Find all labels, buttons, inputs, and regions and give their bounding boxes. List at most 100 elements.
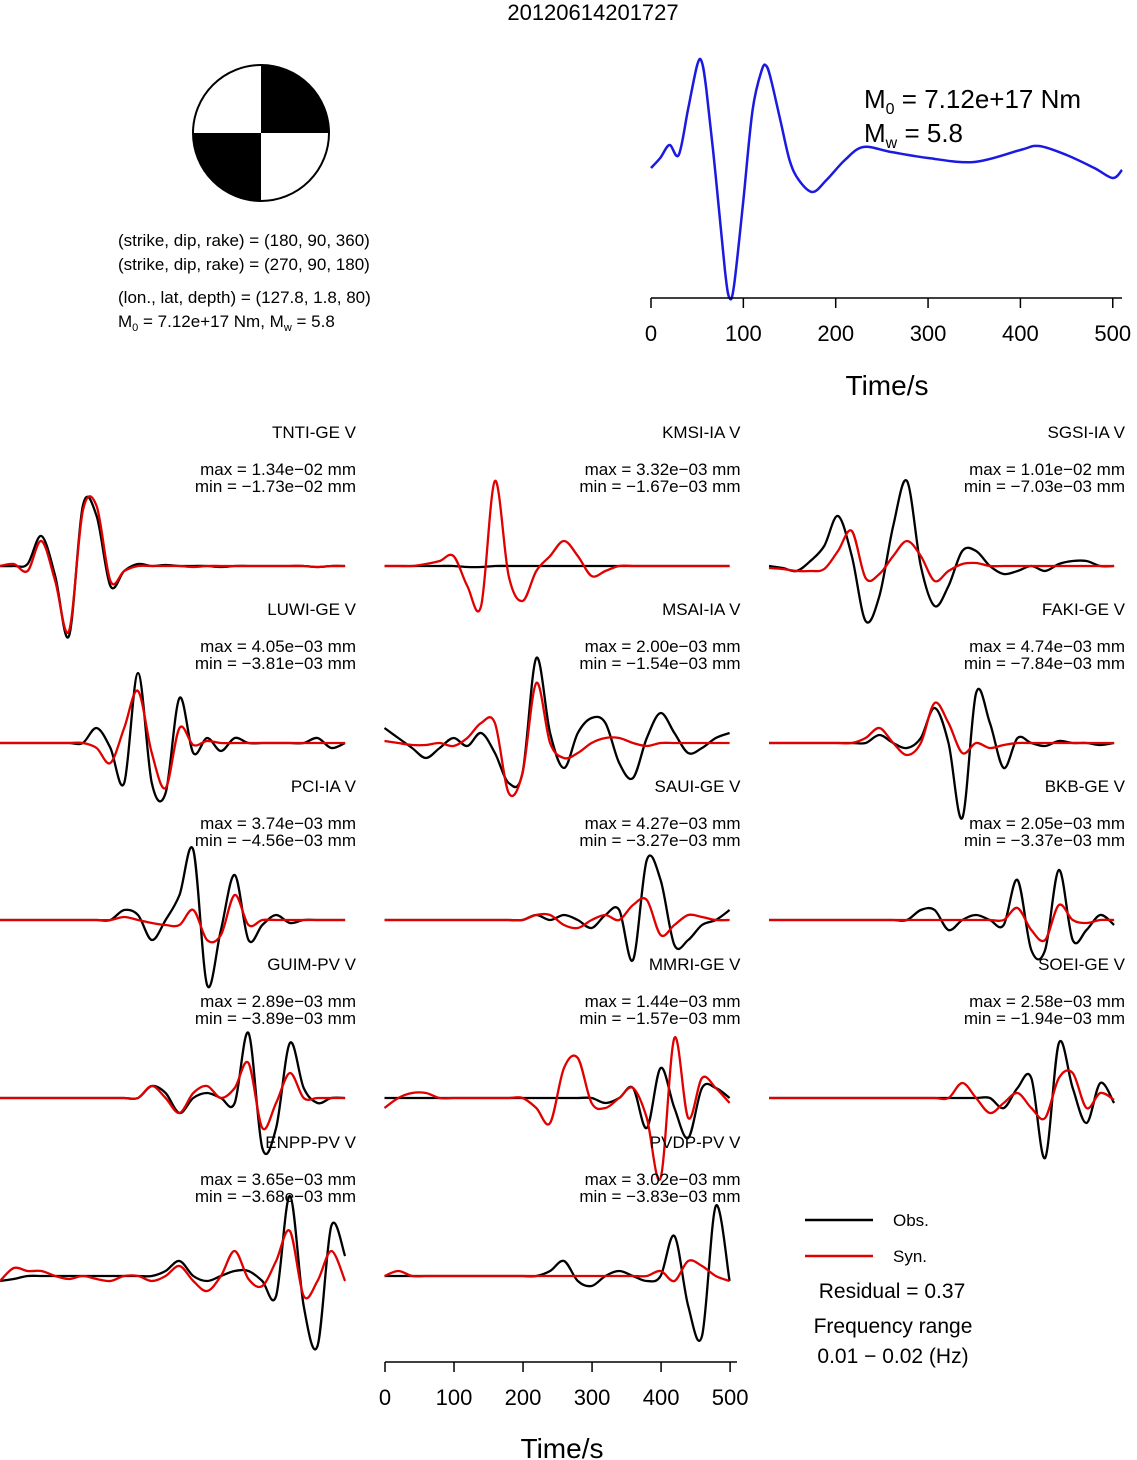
mechanism-text: (strike, dip, rake) = (180, 90, 360) bbox=[118, 231, 370, 250]
synthetic-trace bbox=[768, 903, 1115, 943]
x-axis-title: Time/s bbox=[846, 370, 929, 401]
frequency-range: Frequency range bbox=[814, 1315, 973, 1338]
location-text: (lon., lat, depth) = (127.8, 1.8, 80) bbox=[118, 288, 371, 307]
moment-text: M0 = 7.12e+17 Nm, Mw = 5.8 bbox=[118, 312, 335, 334]
synthetic-trace bbox=[0, 1229, 347, 1300]
x-tick-label: 300 bbox=[574, 1385, 611, 1410]
source-time-function bbox=[650, 57, 1123, 301]
station-label: KMSI-IA V bbox=[662, 423, 741, 442]
synthetic-trace bbox=[384, 897, 730, 938]
max-amplitude: max = 2.89e−03 mm bbox=[200, 992, 356, 1011]
compressional-quadrant bbox=[261, 65, 329, 133]
station-label: MMRI-GE V bbox=[649, 955, 741, 974]
synthetic-trace bbox=[384, 681, 730, 798]
x-axis-title: Time/s bbox=[521, 1433, 604, 1460]
max-amplitude: max = 1.01e−02 mm bbox=[969, 460, 1125, 479]
moment-annotation-part: = 7.12e+17 Nm bbox=[895, 84, 1081, 114]
synthetic-trace bbox=[0, 1060, 346, 1131]
station-label: SGSI-IA V bbox=[1048, 423, 1126, 442]
max-amplitude: max = 3.02e−03 mm bbox=[585, 1170, 741, 1189]
moment-text-part: = 7.12e+17 Nm, M bbox=[138, 312, 284, 331]
moment-text-part: w bbox=[283, 322, 292, 334]
max-amplitude: max = 2.58e−03 mm bbox=[969, 992, 1125, 1011]
min-amplitude: min = −1.57e−03 mm bbox=[579, 1009, 740, 1028]
x-tick-label: 100 bbox=[436, 1385, 473, 1410]
station-label: ENPP-PV V bbox=[265, 1133, 356, 1152]
x-tick-label: 300 bbox=[910, 321, 947, 346]
moment-annotation-part: 0 bbox=[886, 101, 895, 118]
moment-annotation-part: w bbox=[885, 135, 898, 152]
moment-annotation-part: = 5.8 bbox=[897, 118, 963, 148]
min-amplitude: min = −1.67e−03 mm bbox=[579, 477, 740, 496]
x-tick-label: 400 bbox=[1002, 321, 1039, 346]
min-amplitude: min = −7.84e−03 mm bbox=[964, 654, 1125, 673]
moment-text-part: = 5.8 bbox=[292, 312, 335, 331]
mechanism-text: (strike, dip, rake) = (270, 90, 180) bbox=[118, 255, 370, 274]
min-amplitude: min = −3.83e−03 mm bbox=[579, 1187, 740, 1206]
max-amplitude: max = 4.74e−03 mm bbox=[969, 637, 1125, 656]
synthetic-trace bbox=[384, 479, 730, 613]
x-tick-label: 500 bbox=[1094, 321, 1131, 346]
observed-trace bbox=[0, 1194, 347, 1351]
moment-annotation-part: M bbox=[864, 118, 886, 148]
max-amplitude: max = 3.65e−03 mm bbox=[200, 1170, 356, 1189]
x-tick-label: 100 bbox=[725, 321, 762, 346]
x-tick-label: 500 bbox=[712, 1385, 749, 1410]
max-amplitude: max = 2.05e−03 mm bbox=[969, 814, 1125, 833]
synthetic-trace bbox=[0, 495, 346, 635]
min-amplitude: min = −1.54e−03 mm bbox=[579, 654, 740, 673]
max-amplitude: max = 4.27e−03 mm bbox=[585, 814, 741, 833]
station-label: MSAI-IA V bbox=[662, 600, 741, 619]
observed-trace bbox=[384, 1066, 731, 1140]
synthetic-trace bbox=[383, 1036, 731, 1182]
min-amplitude: min = −3.37e−03 mm bbox=[964, 831, 1125, 850]
min-amplitude: min = −3.68e−03 mm bbox=[195, 1187, 356, 1206]
max-amplitude: max = 3.74e−03 mm bbox=[200, 814, 356, 833]
station-label: TNTI-GE V bbox=[272, 423, 357, 442]
station-label: SAUI-GE V bbox=[655, 777, 742, 796]
x-tick-label: 200 bbox=[817, 321, 854, 346]
min-amplitude: min = −3.27e−03 mm bbox=[579, 831, 740, 850]
min-amplitude: min = −3.89e−03 mm bbox=[195, 1009, 356, 1028]
x-tick-label: 0 bbox=[645, 321, 657, 346]
min-amplitude: min = −3.81e−03 mm bbox=[195, 654, 356, 673]
synthetic-trace bbox=[384, 1259, 730, 1283]
station-label: BKB-GE V bbox=[1045, 777, 1126, 796]
title: 20120614201727 bbox=[507, 0, 678, 25]
min-amplitude: min = −1.94e−03 mm bbox=[964, 1009, 1125, 1028]
x-tick-label: 400 bbox=[643, 1385, 680, 1410]
synthetic-trace bbox=[0, 893, 346, 944]
max-amplitude: max = 4.05e−03 mm bbox=[200, 637, 356, 656]
max-amplitude: max = 1.34e−02 mm bbox=[200, 460, 356, 479]
moment-text-part: 0 bbox=[132, 322, 138, 334]
synthetic-trace bbox=[769, 1069, 1115, 1121]
moment-annotation: Mw = 5.8 bbox=[864, 118, 963, 152]
residual: Residual = 0.37 bbox=[819, 1280, 966, 1303]
station-label: PVDP-PV V bbox=[650, 1133, 741, 1152]
station-label: SOEI-GE V bbox=[1038, 955, 1126, 974]
synthetic-trace bbox=[0, 689, 346, 790]
observed-trace bbox=[768, 868, 1115, 961]
moment-annotation-part: M bbox=[864, 84, 886, 114]
max-amplitude: max = 1.44e−03 mm bbox=[585, 992, 741, 1011]
frequency-range: 0.01 − 0.02 (Hz) bbox=[817, 1345, 968, 1368]
min-amplitude: min = −1.73e−02 mm bbox=[195, 477, 356, 496]
max-amplitude: max = 3.32e−03 mm bbox=[585, 460, 741, 479]
station-label: GUIM-PV V bbox=[267, 955, 356, 974]
x-tick-label: 0 bbox=[379, 1385, 391, 1410]
observed-trace bbox=[384, 1204, 731, 1343]
station-label: PCI-IA V bbox=[291, 777, 357, 796]
compressional-quadrant bbox=[193, 133, 261, 201]
synthetic-trace bbox=[769, 701, 1115, 757]
station-label: LUWI-GE V bbox=[267, 600, 356, 619]
legend-label: Syn. bbox=[893, 1247, 927, 1266]
min-amplitude: min = −4.56e−03 mm bbox=[195, 831, 356, 850]
station-label: FAKI-GE V bbox=[1042, 600, 1126, 619]
x-tick-label: 200 bbox=[505, 1385, 542, 1410]
observed-trace bbox=[384, 854, 731, 962]
moment-text-part: M bbox=[118, 312, 132, 331]
min-amplitude: min = −7.03e−03 mm bbox=[964, 477, 1125, 496]
max-amplitude: max = 2.00e−03 mm bbox=[585, 637, 741, 656]
observed-trace bbox=[383, 656, 730, 789]
